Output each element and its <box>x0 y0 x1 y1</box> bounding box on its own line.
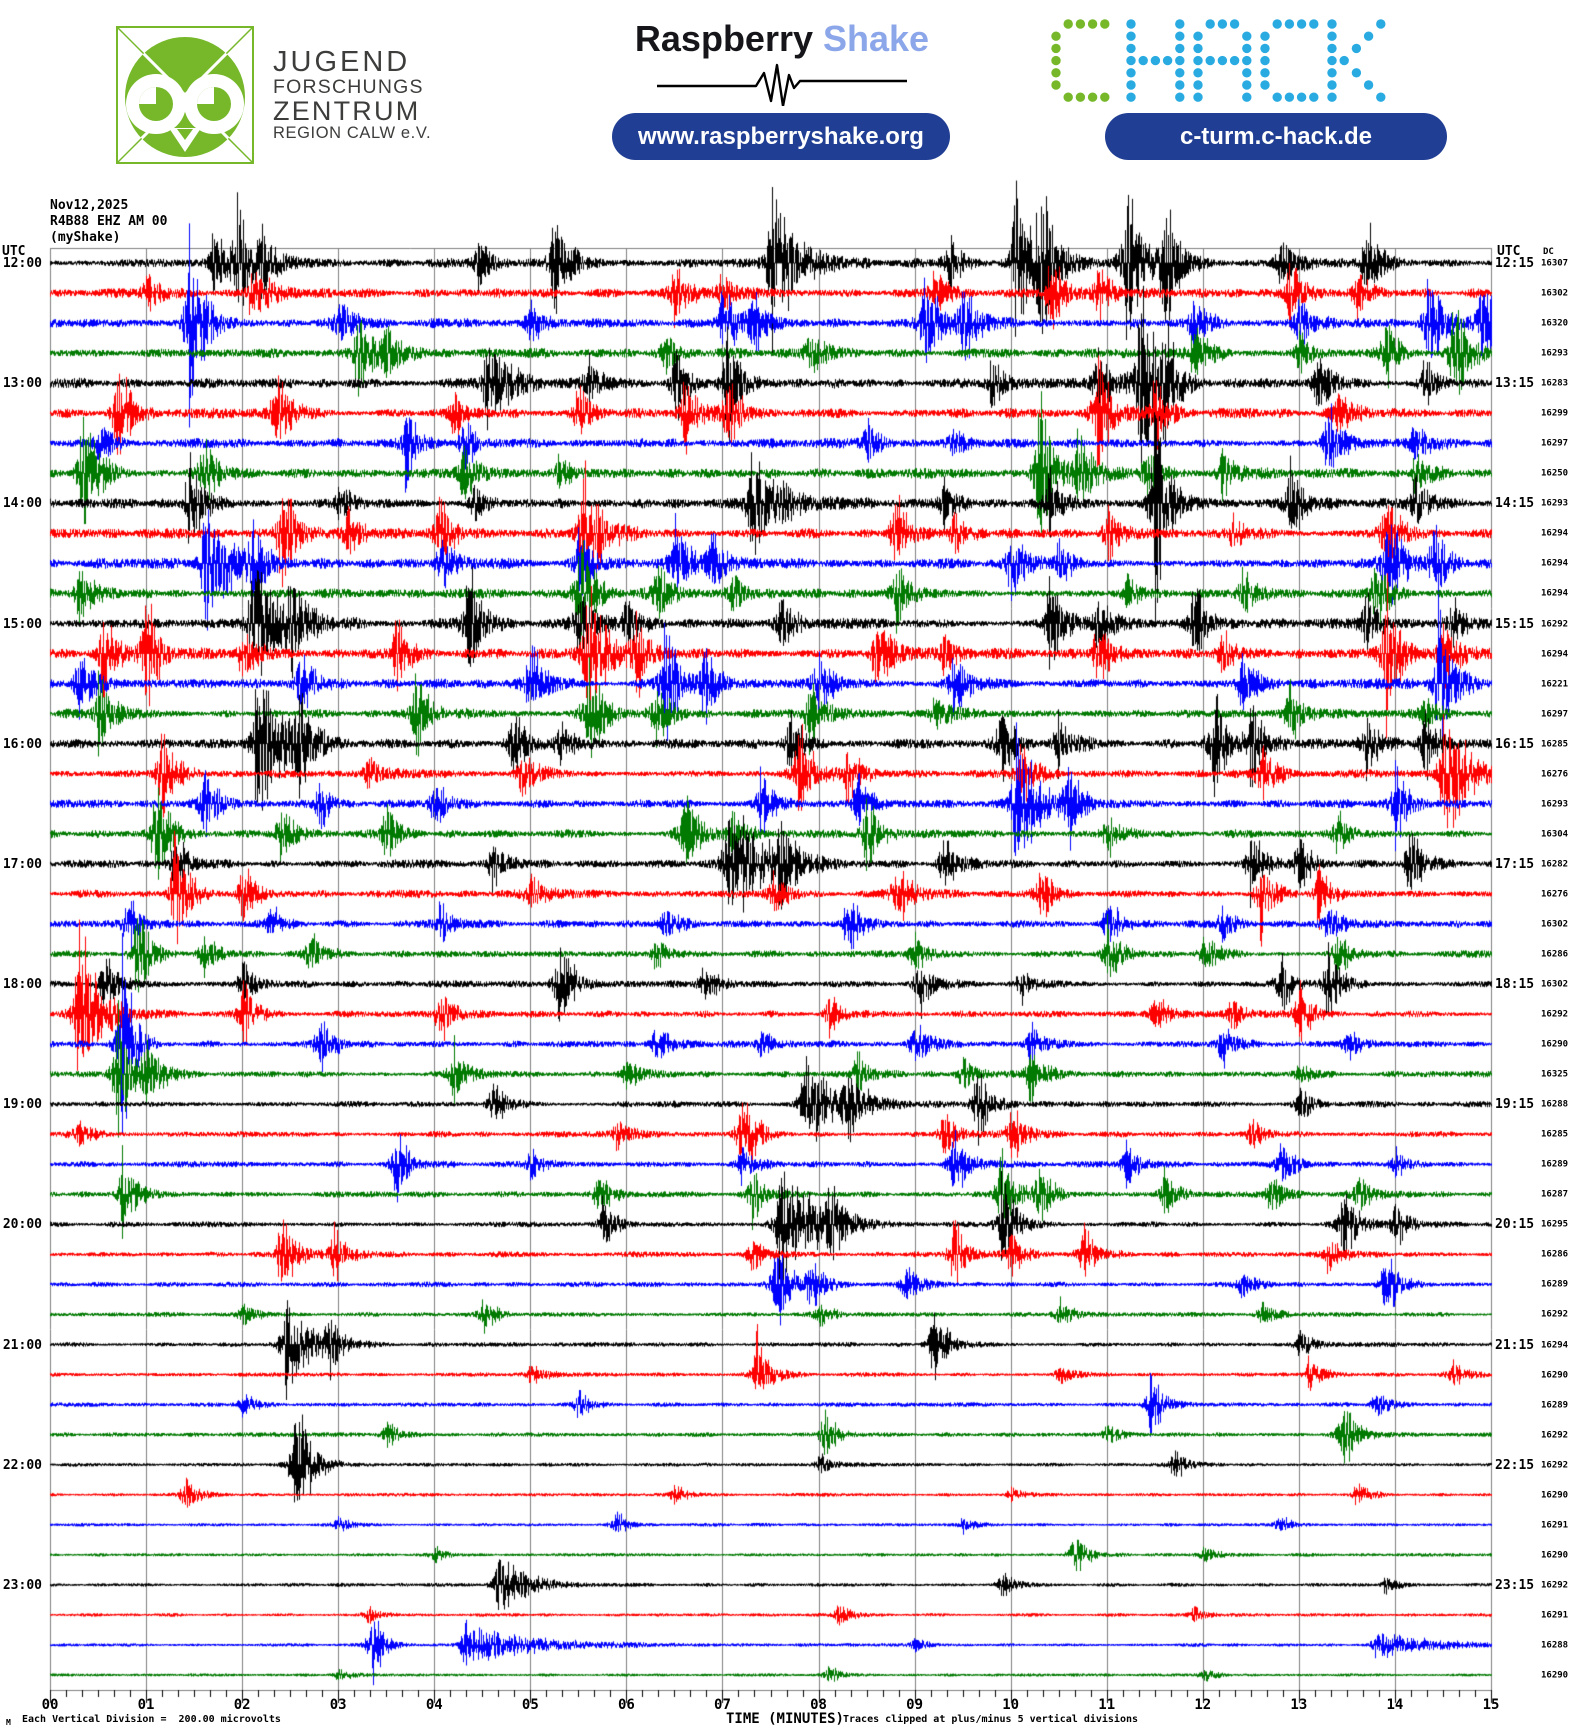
x-tick-label: 10 <box>1002 1697 1020 1713</box>
x-tick-label: 09 <box>906 1697 924 1713</box>
x-tick-label: 14 <box>1386 1697 1404 1713</box>
x-tick-label: 01 <box>137 1697 155 1713</box>
x-tick-label: 12 <box>1194 1697 1212 1713</box>
x-tick-label: 00 <box>41 1697 59 1713</box>
x-tick-label: 15 <box>1482 1697 1500 1713</box>
x-tick-label: 03 <box>329 1697 347 1713</box>
x-tick-label: 06 <box>617 1697 635 1713</box>
x-tick-label: 02 <box>233 1697 251 1713</box>
footer-scale-note: Each Vertical Division = 200.00 microvol… <box>22 1714 281 1725</box>
x-tick-label: 13 <box>1290 1697 1308 1713</box>
footer-tiny-mark: M <box>6 1718 11 1727</box>
x-tick-label: 05 <box>521 1697 539 1713</box>
x-tick-label: 11 <box>1098 1697 1116 1713</box>
x-tick-label: 04 <box>425 1697 443 1713</box>
footer-clip-note: Traces clipped at plus/minus 5 vertical … <box>843 1714 1139 1725</box>
